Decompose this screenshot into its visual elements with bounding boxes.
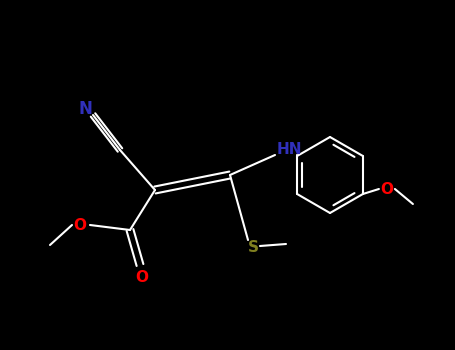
- Text: O: O: [136, 270, 148, 285]
- Text: O: O: [380, 182, 394, 196]
- Text: N: N: [78, 100, 92, 118]
- Text: S: S: [248, 240, 258, 256]
- Text: HN: HN: [277, 142, 303, 158]
- Text: O: O: [74, 217, 86, 232]
